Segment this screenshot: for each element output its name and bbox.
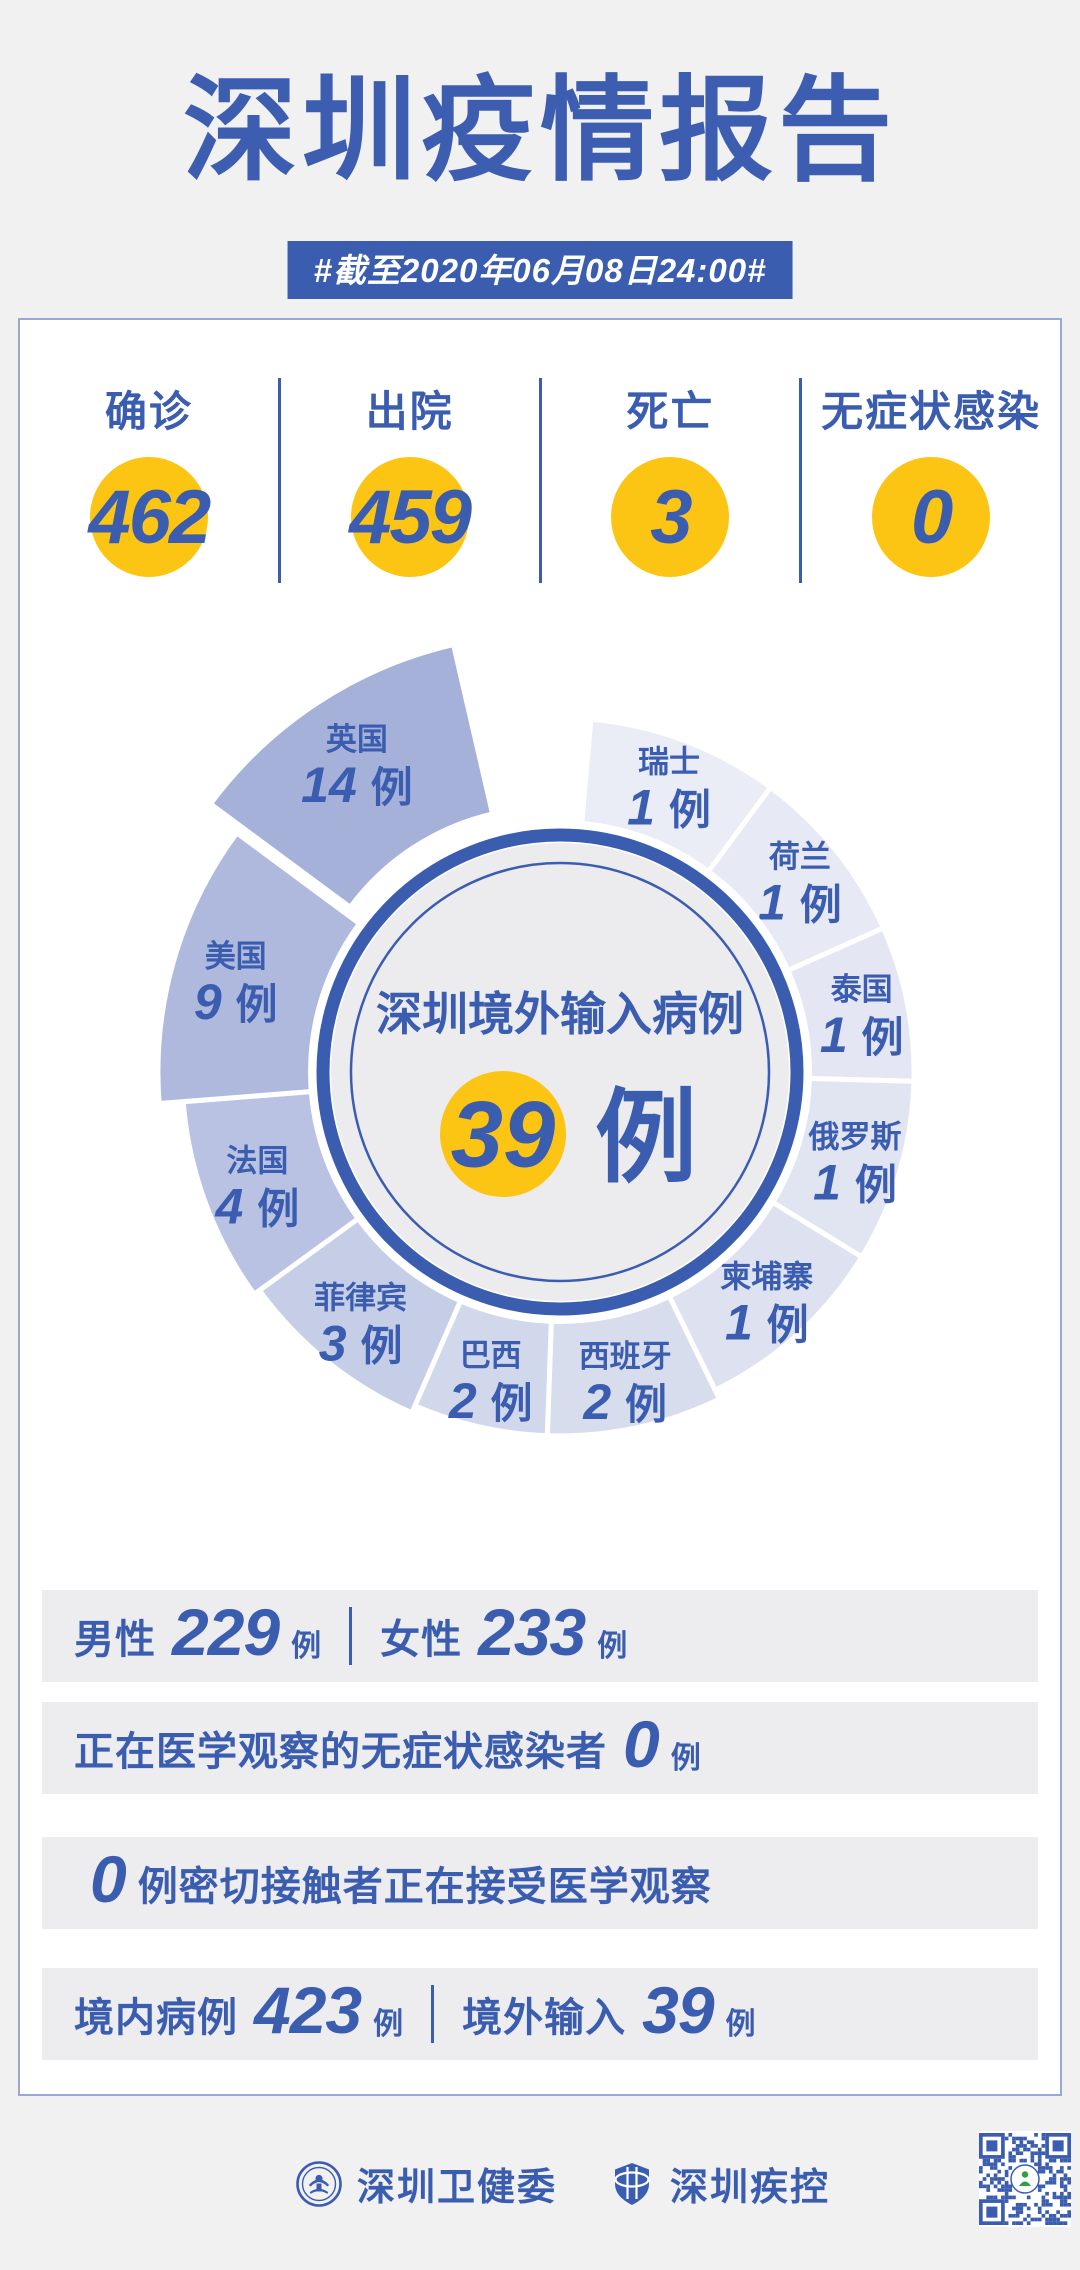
row-label: 境外输入 — [462, 1996, 627, 2040]
center-outer-ring — [316, 828, 804, 1316]
stat-value-circle: 0 — [872, 457, 991, 577]
row-label: 例密切接触者正在接受医学观察 — [137, 1865, 712, 1909]
stat-value: 0 — [910, 474, 953, 560]
chart-title: 深圳境外输入病例 — [376, 988, 744, 1040]
health-commission-seal-icon — [296, 2160, 342, 2207]
center-inner-ring — [349, 861, 771, 1283]
stat-value: 3 — [650, 474, 692, 560]
row-value: 0 — [623, 1707, 660, 1781]
row-label: 男性 — [74, 1618, 156, 1662]
row-value: 423 — [254, 1973, 362, 2047]
wedge-count-label: 2 例 — [582, 1374, 667, 1430]
row-unit: 例 — [725, 2008, 756, 2041]
row-divider — [349, 1607, 353, 1665]
row-value: 0 — [90, 1842, 127, 1916]
chart-total-unit: 例 — [595, 1081, 697, 1195]
wedge-count-label: 4 例 — [215, 1179, 300, 1235]
footer-org-cdc: 深圳疾控 — [608, 2156, 830, 2211]
wedge-count-label: 1 例 — [758, 874, 842, 930]
stat-item: 死亡 3 — [538, 378, 800, 583]
cdc-shield-icon — [614, 2162, 650, 2205]
wedge-country-label: 柬埔寨 — [720, 1260, 813, 1295]
footer-org-health-commission: 深圳卫健委 — [295, 2156, 557, 2211]
stat-value: 459 — [349, 474, 472, 560]
wedge-count-label: 1 例 — [627, 779, 711, 835]
info-row: 男性 229 例 女性 233 例 — [42, 1590, 1038, 1682]
wedge-count-label: 1 例 — [725, 1295, 809, 1351]
center-disc — [331, 843, 789, 1301]
stat-item: 无症状感染 0 — [799, 378, 1060, 583]
total-highlight-circle — [440, 1071, 566, 1197]
wedge-country-label: 西班牙 — [579, 1339, 672, 1374]
stat-value-circle: 3 — [611, 457, 730, 577]
rose-segment: 泰国1 例 — [781, 924, 917, 1084]
info-row: 正在医学观察的无症状感染者 0 例 — [42, 1702, 1038, 1794]
wedge-count-label: 2 例 — [448, 1373, 533, 1429]
date-badge: #截至2020年06月08日24:00# — [287, 241, 793, 299]
rose-wedge — [206, 641, 496, 911]
row-value: 229 — [172, 1595, 280, 1669]
row-value: 233 — [478, 1595, 586, 1669]
stat-value: 462 — [88, 474, 211, 560]
qr-code — [979, 2131, 1071, 2227]
row-divider — [431, 1985, 435, 2043]
stat-label: 无症状感染 — [821, 388, 1042, 435]
wedge-count-label: 14 例 — [301, 757, 413, 813]
wedge-count-label: 9 例 — [194, 974, 278, 1030]
wedge-country-label: 法国 — [226, 1144, 288, 1179]
wedge-count-label: 3 例 — [319, 1315, 403, 1371]
wedge-country-label: 泰国 — [831, 972, 893, 1007]
wedge-country-label: 瑞士 — [638, 744, 700, 779]
stat-value-circle: 459 — [349, 457, 472, 577]
row-label: 境内病例 — [74, 1996, 238, 2040]
wedge-country-label: 英国 — [326, 722, 388, 757]
wedge-country-label: 俄罗斯 — [808, 1119, 902, 1154]
chart-total-value: 39 — [451, 1082, 556, 1187]
row-value: 39 — [642, 1973, 714, 2047]
info-row: 0 例密切接触者正在接受医学观察 — [42, 1837, 1038, 1929]
row-unit: 例 — [291, 1630, 322, 1663]
stat-label: 死亡 — [626, 388, 715, 435]
wedge-count-label: 1 例 — [813, 1154, 897, 1210]
wedge-country-label: 巴西 — [460, 1338, 522, 1373]
stat-label: 确诊 — [104, 388, 193, 435]
org-name: 深圳卫健委 — [357, 2167, 558, 2209]
org-name: 深圳疾控 — [670, 2167, 831, 2209]
wedge-country-label: 美国 — [205, 939, 267, 974]
report-card: 确诊 462 出院 459 死亡 3 无症状感染 0 瑞士 1 例荷兰 1 例泰国 1 例俄罗斯 1 … — [18, 318, 1062, 2096]
row-unit: 例 — [373, 2008, 404, 2041]
stat-label: 出院 — [365, 388, 454, 435]
stat-item: 出院 459 — [277, 378, 539, 583]
row-unit: 例 — [670, 1742, 701, 1775]
row-label: 正在医学观察的无症状感染者 — [74, 1730, 607, 1774]
wedge-country-label: 荷兰 — [769, 839, 831, 874]
row-unit: 例 — [597, 1630, 628, 1663]
stat-item: 确诊 462 — [20, 378, 278, 583]
page-title: 深圳疫情报告 — [182, 68, 897, 195]
summary-stats: 确诊 462 出院 459 死亡 3 无症状感染 0 — [20, 378, 1060, 583]
info-row: 境内病例 423 例 境外输入 39 例 — [42, 1968, 1038, 2060]
wedge-country-label: 菲律宾 — [314, 1280, 407, 1315]
stat-value-circle: 462 — [88, 457, 211, 577]
wedge-count-label: 1 例 — [820, 1007, 904, 1063]
row-label: 女性 — [380, 1618, 463, 1662]
